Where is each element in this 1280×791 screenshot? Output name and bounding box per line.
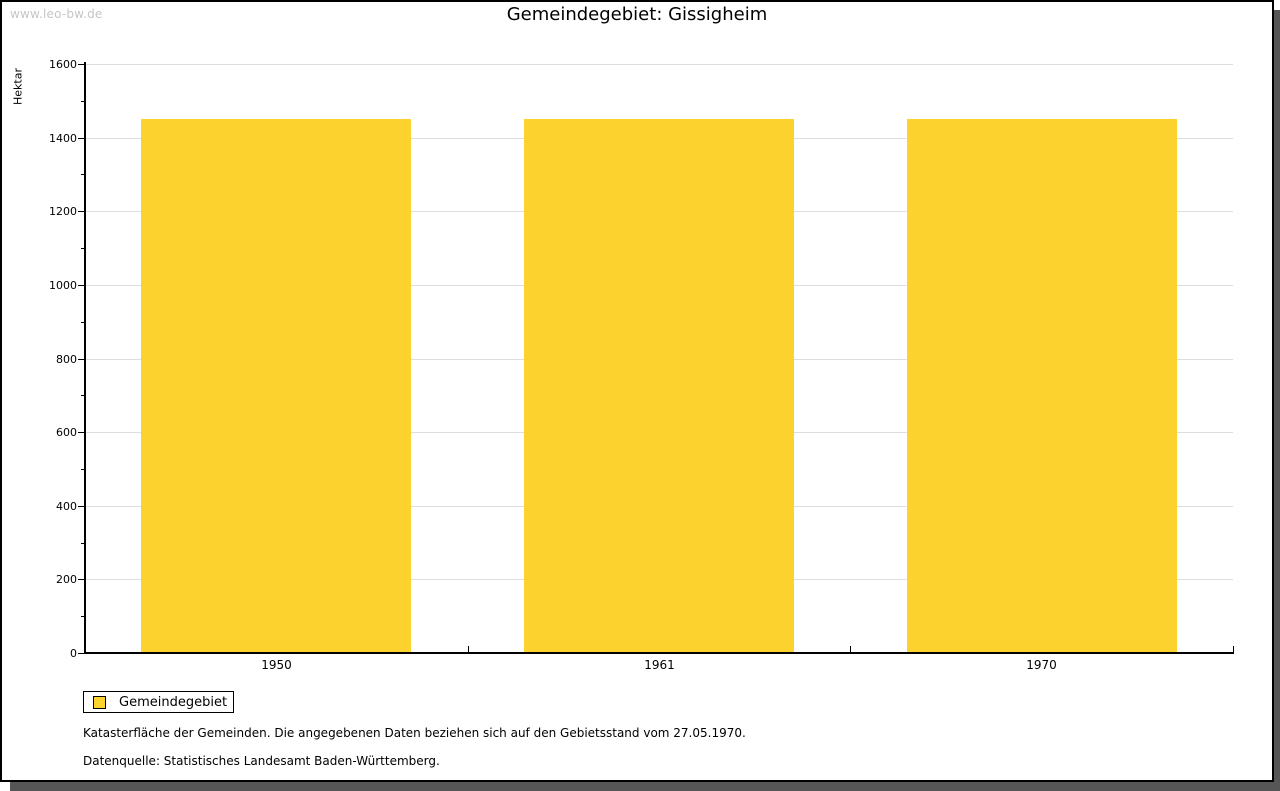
y-major-tick-400 xyxy=(78,506,85,507)
y-minor-tick-700 xyxy=(81,395,85,396)
bar-1961 xyxy=(524,119,794,653)
frame-shadow-right xyxy=(1274,10,1280,791)
chart-title: Gemeindegebiet: Gissigheim xyxy=(506,4,768,25)
y-major-tick-0 xyxy=(78,653,85,654)
y-major-tick-600 xyxy=(78,432,85,433)
y-minor-tick-1300 xyxy=(81,174,85,175)
y-minor-tick-500 xyxy=(81,469,85,470)
data-source: Datenquelle: Statistisches Landesamt Bad… xyxy=(83,754,440,768)
x-boundary-tick-3 xyxy=(1233,646,1234,652)
y-tick-label-1000: 1000 xyxy=(49,279,77,292)
bar-1970 xyxy=(907,119,1177,653)
y-minor-tick-300 xyxy=(81,543,85,544)
y-major-tick-1600 xyxy=(78,64,85,65)
x-boundary-tick-1 xyxy=(468,646,469,652)
y-tick-label-600: 600 xyxy=(56,426,77,439)
x-axis-line xyxy=(84,652,1234,654)
x-category-label-1961: 1961 xyxy=(644,658,675,672)
y-tick-label-1200: 1200 xyxy=(49,205,77,218)
legend: Gemeindegebiet xyxy=(83,691,234,713)
watermark: www.leo-bw.de xyxy=(10,7,103,21)
y-tick-label-800: 800 xyxy=(56,353,77,366)
y-axis-line xyxy=(84,62,86,654)
y-major-tick-1200 xyxy=(78,211,85,212)
x-category-label-1950: 1950 xyxy=(261,658,292,672)
source-note: Katasterfläche der Gemeinden. Die angege… xyxy=(83,726,746,740)
x-category-label-1970: 1970 xyxy=(1026,658,1057,672)
y-major-tick-1000 xyxy=(78,285,85,286)
bar-1950 xyxy=(141,119,411,653)
y-major-tick-800 xyxy=(78,359,85,360)
x-boundary-tick-2 xyxy=(850,646,851,652)
y-minor-tick-900 xyxy=(81,322,85,323)
y-tick-label-400: 400 xyxy=(56,500,77,513)
y-minor-tick-100 xyxy=(81,616,85,617)
y-tick-label-1400: 1400 xyxy=(49,132,77,145)
frame-shadow-bottom xyxy=(10,782,1280,791)
y-axis-title: Hektar xyxy=(11,68,25,105)
y-tick-label-1600: 1600 xyxy=(49,58,77,71)
y-major-tick-1400 xyxy=(78,138,85,139)
y-tick-label-0: 0 xyxy=(70,647,77,660)
gridline-1600 xyxy=(85,64,1233,65)
y-tick-label-200: 200 xyxy=(56,573,77,586)
y-minor-tick-1500 xyxy=(81,101,85,102)
y-major-tick-200 xyxy=(78,579,85,580)
y-minor-tick-1100 xyxy=(81,248,85,249)
legend-label: Gemeindegebiet xyxy=(119,694,228,710)
legend-color-swatch xyxy=(93,695,106,709)
